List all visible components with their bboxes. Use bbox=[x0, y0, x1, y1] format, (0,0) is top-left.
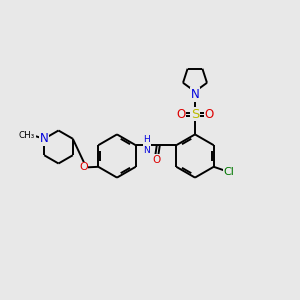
Text: S: S bbox=[191, 107, 199, 121]
Text: O: O bbox=[205, 107, 214, 121]
Text: H
N: H N bbox=[144, 136, 150, 155]
Text: O: O bbox=[176, 107, 185, 121]
Text: N: N bbox=[40, 132, 49, 145]
Text: O: O bbox=[152, 154, 160, 165]
Text: N: N bbox=[190, 88, 200, 101]
Text: Cl: Cl bbox=[223, 167, 234, 177]
Text: O: O bbox=[79, 162, 88, 172]
Text: CH₃: CH₃ bbox=[19, 131, 35, 140]
